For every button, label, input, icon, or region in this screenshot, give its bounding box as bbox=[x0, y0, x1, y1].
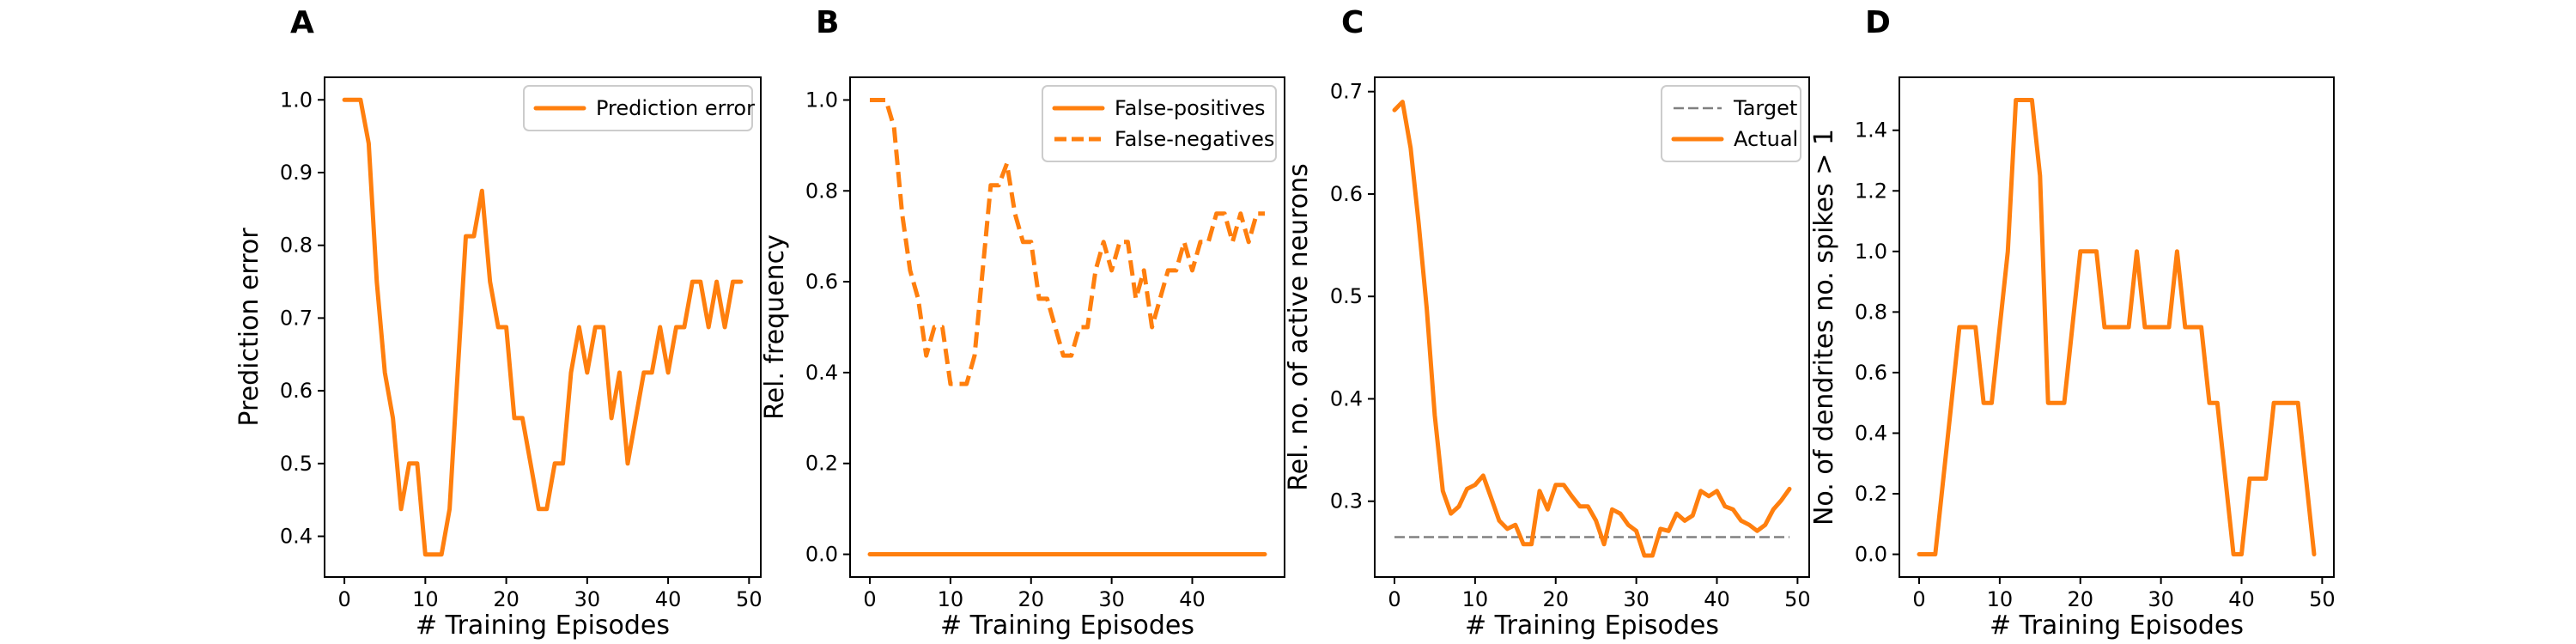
x-tick-label: 40 bbox=[1179, 587, 1206, 611]
x-axis-label: # Training Episodes bbox=[1990, 611, 2244, 641]
axes-frame bbox=[1374, 76, 1810, 578]
panel-letter-a: A bbox=[290, 5, 314, 40]
x-tick-label: 0 bbox=[337, 587, 350, 611]
plot-a: 0 10 20 30 40 50 0.4 0.5 0.6 0.7 0.8 0.9 1.0 # Traini… bbox=[234, 76, 762, 641]
y-axis-label: Rel. frequency bbox=[760, 234, 790, 420]
panel-d: D 0 10 20 30 40 50 0.0 0.2 0.4 0.6 0.8 1.0 1.2 1.4 # T… bbox=[1809, 5, 2336, 641]
legend-label: Actual bbox=[1734, 127, 1798, 151]
y-tick-label: 0.0 bbox=[1855, 543, 1887, 567]
x-tick-label: 10 bbox=[938, 587, 964, 611]
x-tick-label: 40 bbox=[2228, 587, 2255, 611]
x-tick-label: 50 bbox=[2309, 587, 2336, 611]
y-tick-label: 0.4 bbox=[280, 525, 313, 549]
y-tick-label: 1.4 bbox=[1855, 118, 1887, 143]
x-tick-label: 20 bbox=[2067, 587, 2093, 611]
x-tick-label: 40 bbox=[1704, 587, 1730, 611]
y-tick-label: 0.6 bbox=[1855, 361, 1887, 385]
panel-b: B 0 10 20 30 40 0.0 0.2 0.4 0.6 0.8 1.0 # Training … bbox=[760, 5, 1285, 641]
y-axis-label: Rel. no. of active neurons bbox=[1284, 163, 1314, 491]
panel-a: A 0 10 20 30 40 50 0.4 0.5 0.6 0.7 0.8 0.9 1.0 # Trai… bbox=[234, 5, 762, 641]
y-tick-label: 0.6 bbox=[805, 270, 838, 294]
legend-label: Prediction error bbox=[596, 96, 755, 120]
y-tick-label: 0.2 bbox=[805, 452, 838, 476]
y-tick-label: 0.2 bbox=[1855, 482, 1887, 506]
legend-label: False-negatives bbox=[1115, 127, 1274, 151]
y-tick-label: 1.0 bbox=[1855, 240, 1887, 264]
x-tick-label: 20 bbox=[1542, 587, 1569, 611]
y-tick-label: 0.3 bbox=[1330, 489, 1363, 513]
axes-frame bbox=[1899, 76, 2335, 578]
x-tick-label: 30 bbox=[1623, 587, 1649, 611]
plot-c: 0 10 20 30 40 50 0.3 0.4 0.5 0.6 0.7 # Training Epi… bbox=[1284, 76, 1811, 641]
legend-box bbox=[1042, 85, 1277, 162]
y-tick-label: 0.7 bbox=[280, 306, 313, 330]
y-tick-label: 0.5 bbox=[280, 452, 313, 476]
legend-label: False-positives bbox=[1115, 96, 1266, 120]
plot-d: 0 10 20 30 40 50 0.0 0.2 0.4 0.6 0.8 1.0 1.2 1.4 # Tra… bbox=[1809, 76, 2336, 641]
x-tick-label: 10 bbox=[1987, 587, 2014, 611]
x-axis-label: # Training Episodes bbox=[1465, 611, 1719, 641]
x-tick-label: 0 bbox=[863, 587, 876, 611]
y-tick-label: 0.4 bbox=[1330, 386, 1363, 410]
y-tick-label: 0.9 bbox=[280, 161, 313, 185]
y-tick-label: 1.2 bbox=[1855, 179, 1887, 203]
x-tick-label: 20 bbox=[493, 587, 519, 611]
panel-letter-b: B bbox=[816, 5, 839, 40]
axes-frame bbox=[849, 76, 1285, 578]
series-line-data bbox=[1917, 98, 2317, 556]
x-tick-label: 30 bbox=[1098, 587, 1125, 611]
y-tick-label: 0.6 bbox=[280, 379, 313, 403]
x-tick-label: 50 bbox=[1784, 587, 1811, 611]
legend-box bbox=[523, 85, 753, 131]
y-tick-label: 0.5 bbox=[1330, 284, 1363, 308]
y-tick-label: 0.7 bbox=[1330, 80, 1363, 104]
y-tick-label: 1.0 bbox=[805, 88, 838, 112]
x-tick-label: 20 bbox=[1018, 587, 1044, 611]
plot-b: 0 10 20 30 40 0.0 0.2 0.4 0.6 0.8 1.0 # Training Ep… bbox=[760, 76, 1285, 641]
x-tick-label: 30 bbox=[574, 587, 601, 611]
y-tick-label: 0.8 bbox=[805, 179, 838, 203]
series-line-false-negatives bbox=[870, 98, 1265, 386]
y-tick-label: 1.0 bbox=[280, 88, 313, 112]
x-axis-label: # Training Episodes bbox=[416, 611, 670, 641]
y-tick-label: 0.8 bbox=[280, 234, 313, 258]
panel-letter-c: C bbox=[1341, 5, 1364, 40]
series-line-prediction-error bbox=[342, 97, 744, 557]
y-axis-label: No. of dendrites no. spikes > 1 bbox=[1809, 129, 1839, 526]
series-line-actual bbox=[1392, 100, 1792, 558]
x-tick-label: 40 bbox=[655, 587, 682, 611]
x-tick-label: 30 bbox=[2148, 587, 2174, 611]
y-tick-label: 0.0 bbox=[805, 543, 838, 567]
y-axis-label: Prediction error bbox=[234, 228, 264, 427]
y-tick-label: 0.6 bbox=[1330, 182, 1363, 206]
panel-letter-d: D bbox=[1865, 5, 1891, 40]
panel-c: C 0 10 20 30 40 50 0.3 0.4 0.5 0.6 0.7 # Training E… bbox=[1284, 5, 1811, 641]
legend-label: Target bbox=[1733, 96, 1797, 120]
y-tick-label: 0.4 bbox=[1855, 421, 1887, 445]
axes-frame bbox=[324, 76, 762, 578]
x-tick-label: 10 bbox=[1462, 587, 1489, 611]
x-tick-label: 50 bbox=[736, 587, 762, 611]
x-axis-label: # Training Episodes bbox=[940, 611, 1194, 641]
x-tick-label: 0 bbox=[1912, 587, 1925, 611]
y-tick-label: 0.8 bbox=[1855, 300, 1887, 324]
x-tick-label: 10 bbox=[412, 587, 439, 611]
y-tick-label: 0.4 bbox=[805, 361, 838, 385]
x-tick-label: 0 bbox=[1388, 587, 1400, 611]
legend-box bbox=[1661, 85, 1801, 162]
